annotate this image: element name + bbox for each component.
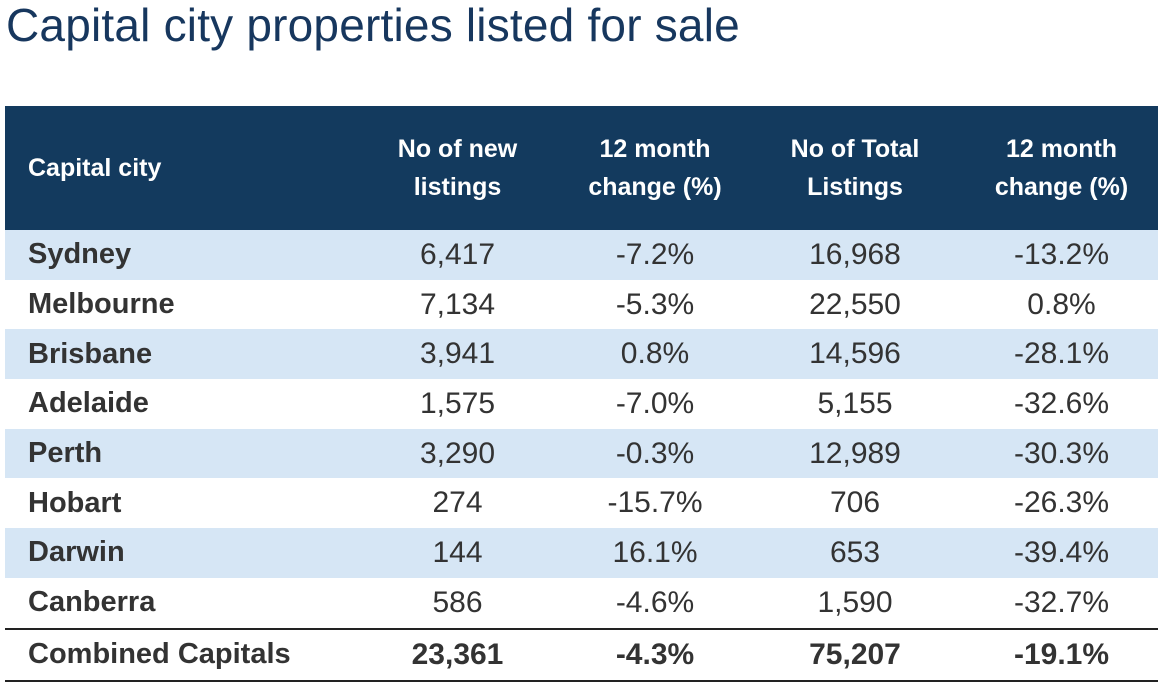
table-row: Perth 3,290 -0.3% 12,989 -30.3%	[5, 428, 1158, 479]
table-row: Canberra 586 -4.6% 1,590 -32.7%	[5, 578, 1158, 629]
new-listings-cell: 586	[432, 585, 483, 619]
total-change-cell: -32.6%	[1013, 386, 1110, 420]
total-total-listings-cell: 75,207	[745, 627, 965, 682]
total-change-cell: -26.3%	[1013, 486, 1110, 520]
total-listings-cell: 12,989	[745, 428, 965, 479]
city-cell: Hobart	[28, 486, 122, 519]
new-change-cell: -7.2%	[565, 230, 745, 280]
total-change-cell: -28.1%	[965, 329, 1158, 380]
total-listings-cell: 22,550	[809, 287, 901, 321]
new-listings-cell: 1,575	[419, 386, 496, 420]
city-cell: Adelaide	[28, 387, 149, 420]
city-cell: Darwin	[5, 528, 350, 578]
header-new-listings-change: 12 month change (%)	[565, 106, 745, 230]
total-change-cell: -30.3%	[965, 428, 1158, 479]
table-row: Melbourne 7,134 -5.3% 22,550 0.8%	[5, 280, 1158, 330]
total-change-cell: -13.2%	[965, 230, 1158, 280]
table-row: Hobart 274 -15.7% 706 -26.3%	[5, 478, 1158, 528]
table-row: Darwin 144 16.1% 653 -39.4%	[5, 528, 1158, 578]
total-listings-cell: 706	[829, 486, 881, 520]
table-row: Adelaide 1,575 -7.0% 5,155 -32.6%	[5, 379, 1158, 429]
new-change-cell: -0.3%	[565, 428, 745, 479]
total-listings-cell: 653	[745, 528, 965, 578]
new-change-cell: -7.0%	[615, 386, 695, 420]
total-city-cell: Combined Capitals	[5, 627, 350, 682]
new-listings-cell: 7,134	[419, 287, 496, 321]
table-row: Brisbane 3,941 0.8% 14,596 -28.1%	[5, 329, 1158, 380]
total-listings-cell: 16,968	[745, 230, 965, 280]
new-change-cell: -15.7%	[607, 486, 703, 520]
city-cell: Perth	[5, 428, 350, 479]
new-change-cell: -5.3%	[615, 287, 695, 321]
table-row: Sydney 6,417 -7.2% 16,968 -13.2%	[5, 230, 1158, 280]
city-cell: Canberra	[28, 586, 156, 619]
header-total-listings: No of Total Listings	[745, 106, 965, 230]
total-listings-cell: 5,155	[817, 386, 893, 420]
total-change-cell: 0.8%	[1027, 287, 1096, 321]
table-total-row: Combined Capitals 23,361 -4.3% 75,207 -1…	[5, 627, 1158, 682]
total-total-change-cell: -19.1%	[965, 627, 1158, 682]
total-listings-cell: 14,596	[745, 329, 965, 380]
header-capital-city: Capital city	[5, 106, 350, 230]
city-cell: Brisbane	[5, 329, 350, 380]
new-change-cell: 16.1%	[565, 528, 745, 578]
new-change-cell: 0.8%	[565, 329, 745, 380]
new-listings-cell: 274	[432, 486, 483, 520]
new-listings-cell: 6,417	[350, 230, 565, 280]
header-new-listings: No of new listings	[350, 106, 565, 230]
total-listings-cell: 1,590	[817, 585, 893, 619]
header-total-listings-change: 12 month change (%)	[965, 106, 1158, 230]
total-new-listings-cell: 23,361	[350, 627, 565, 682]
table-header-row: Capital city No of new listings 12 month c…	[5, 106, 1158, 230]
city-cell: Sydney	[5, 230, 350, 280]
new-listings-cell: 3,290	[350, 428, 565, 479]
new-listings-cell: 144	[350, 528, 565, 578]
total-new-change-cell: -4.3%	[565, 627, 745, 682]
listings-table: Capital city No of new listings 12 month c…	[5, 106, 1158, 682]
new-change-cell: -4.6%	[615, 585, 695, 619]
total-change-cell: -32.7%	[1013, 585, 1110, 619]
new-listings-cell: 3,941	[350, 329, 565, 380]
total-change-cell: -39.4%	[965, 528, 1158, 578]
city-cell: Melbourne	[28, 288, 175, 321]
page-title: Capital city properties listed for sale	[6, 0, 740, 51]
